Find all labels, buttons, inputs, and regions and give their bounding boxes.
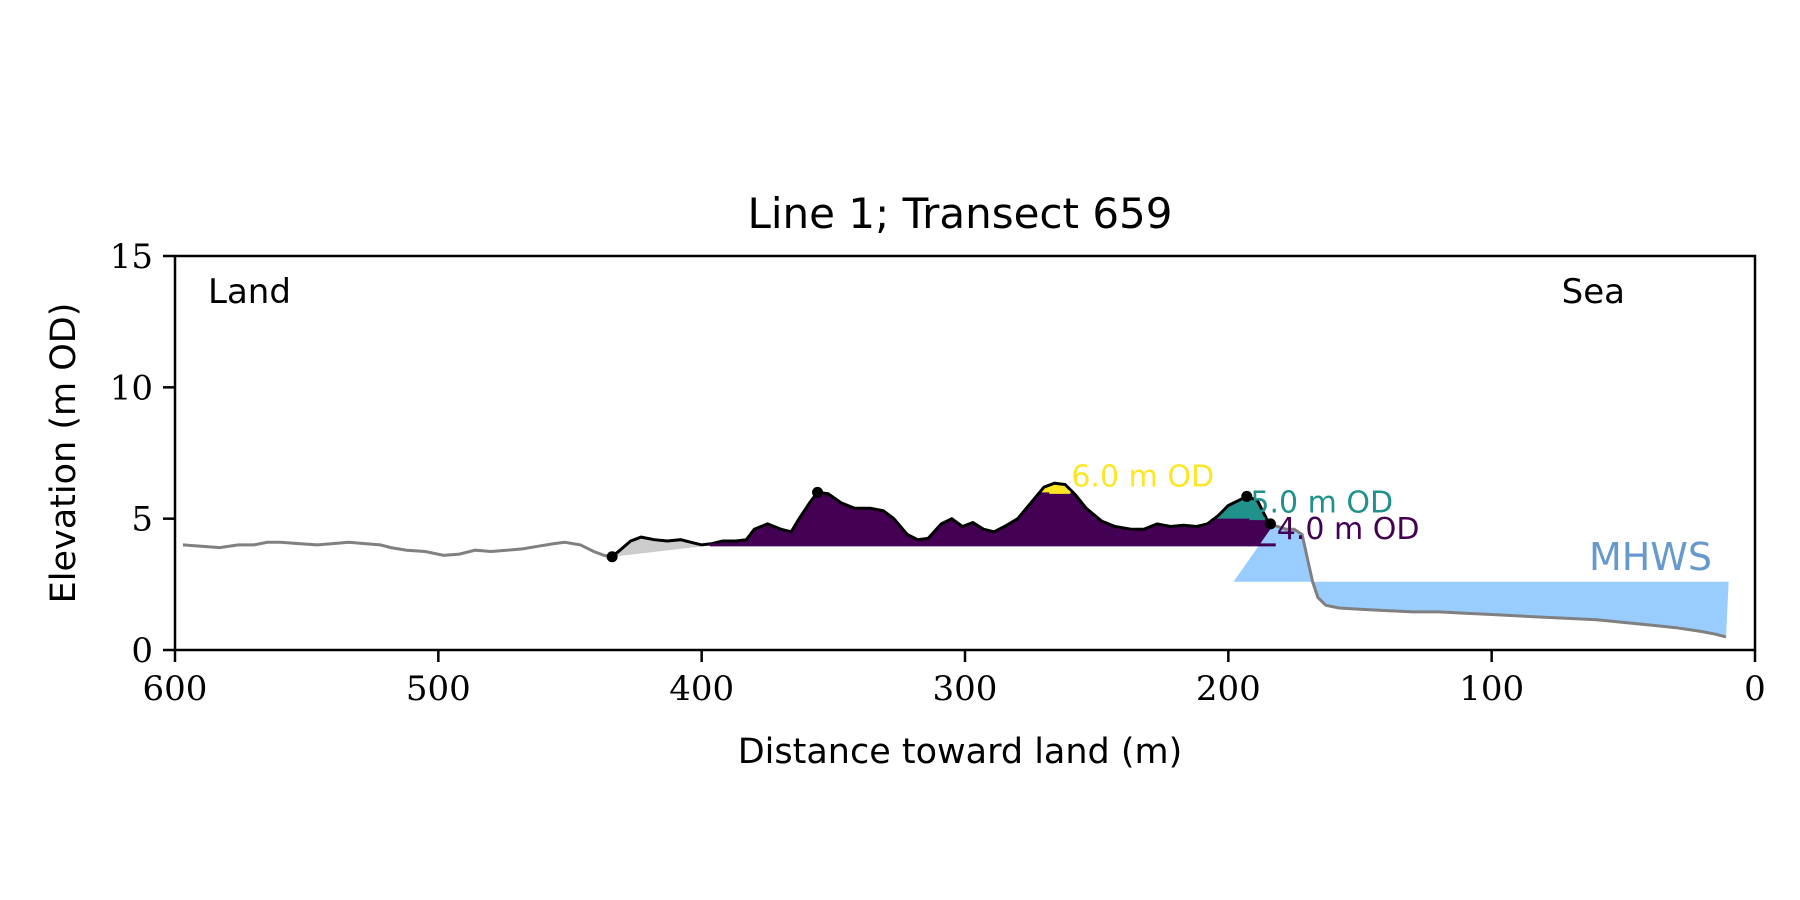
fill-layer [612, 483, 1729, 637]
y-tick-label: 5 [131, 500, 153, 540]
ground-profile-left [182, 540, 613, 559]
y-tick-label: 10 [110, 368, 153, 408]
x-tick-label: 400 [669, 669, 734, 709]
ground-profile-right [1272, 523, 1727, 639]
y-axis-label: Elevation (m OD) [44, 303, 84, 604]
profile-point-0 [606, 551, 618, 563]
sea-label: Sea [1562, 272, 1625, 312]
y-tick-label: 15 [110, 237, 153, 277]
x-tick-label: 0 [1744, 669, 1766, 709]
level-label-6: 6.0 m OD [1071, 459, 1214, 494]
profile-point-3 [1264, 518, 1276, 530]
level-label-5: 5.0 m OD [1250, 486, 1393, 521]
x-axis-ticks: 600 500 400 300 200 100 0 [143, 650, 1766, 709]
x-tick-label: 100 [1459, 669, 1524, 709]
profile-points [606, 486, 1276, 563]
line-layer [182, 481, 1727, 639]
level-label-4: 4.0 m OD [1277, 512, 1420, 547]
y-axis-ticks: 0 5 10 15 [110, 237, 175, 671]
dune-profile [611, 481, 1274, 558]
y-tick-label: 0 [131, 631, 153, 671]
chart-title: Line 1; Transect 659 [747, 189, 1172, 238]
profile-point-1 [812, 486, 824, 498]
land-label: Land [208, 272, 291, 312]
level-fill-4 [709, 483, 1274, 545]
level-lines: 4.0 m OD5.0 m OD 6.0 m OD [709, 459, 1420, 547]
x-tick-label: 500 [406, 669, 471, 709]
level-fill-6 [986, 483, 1084, 493]
x-tick-label: 600 [143, 669, 208, 709]
x-axis-label: Distance toward land (m) [738, 732, 1183, 772]
x-tick-label: 200 [1196, 669, 1261, 709]
profile-point-2 [1241, 490, 1253, 502]
x-tick-label: 300 [933, 669, 998, 709]
mhws-label: MHWS [1589, 535, 1712, 579]
